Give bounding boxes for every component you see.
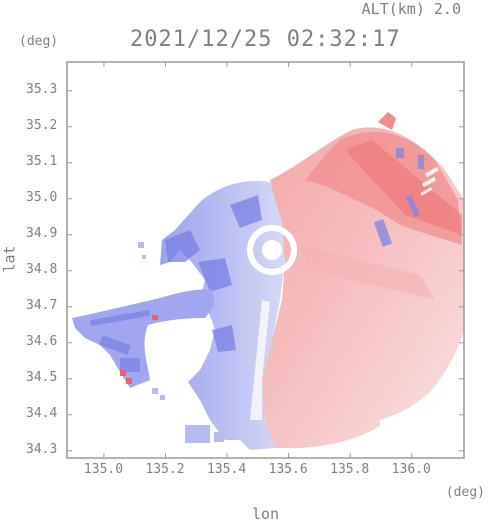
y-tick-label: 35.1: [26, 153, 58, 169]
velocity-folding-streaks: [373, 148, 424, 247]
clutter-streaks: [420, 166, 440, 196]
approaching-arm-bands: [89, 309, 151, 372]
x-tick-label: 136.0: [391, 462, 431, 477]
plot-frame: [66, 61, 465, 459]
x-tick-label: 135.2: [145, 462, 185, 477]
radar-site-core: [262, 240, 282, 260]
x-axis-label: lon: [252, 505, 280, 521]
x-tick-label: 135.4: [207, 462, 247, 477]
receding-specks: [120, 315, 158, 384]
y-tick-label: 34.8: [26, 261, 58, 277]
receding-band-2: [300, 245, 435, 300]
y-tick-label: 35.0: [26, 189, 58, 205]
timestamp: 2021/12/25 02:32:17: [130, 27, 401, 52]
x-tick-label: 135.8: [330, 462, 370, 477]
altitude-label: ALT(km) 2.0: [361, 0, 461, 18]
zero-velocity-wedge: [250, 300, 270, 420]
lon-unit: (deg): [445, 485, 485, 500]
approaching-patches: [165, 195, 262, 352]
radar-site-ring: [247, 225, 297, 275]
x-tick-label: 135.0: [83, 462, 124, 477]
lat-unit: (deg): [19, 34, 59, 49]
receding-band-1: [345, 140, 462, 235]
velocity-field: [72, 112, 464, 450]
y-tick-label: 35.3: [26, 81, 58, 97]
y-tick-label: 34.9: [26, 225, 58, 241]
y-tick-label: 34.3: [26, 441, 58, 457]
x-tick-label: 135.6: [268, 462, 308, 477]
receding-cell-ne: [378, 112, 396, 130]
y-tick-label: 35.2: [26, 117, 58, 133]
tick-marks: [67, 62, 464, 458]
y-tick-label: 34.4: [26, 405, 58, 421]
y-tick-label: 34.7: [26, 297, 58, 313]
y-tick-label: 34.5: [26, 369, 58, 385]
approaching-arm-sw: [72, 289, 215, 388]
y-axis-label: lat: [0, 245, 19, 273]
approaching-fragments: [138, 242, 224, 443]
y-tick-label: 34.6: [26, 333, 58, 349]
